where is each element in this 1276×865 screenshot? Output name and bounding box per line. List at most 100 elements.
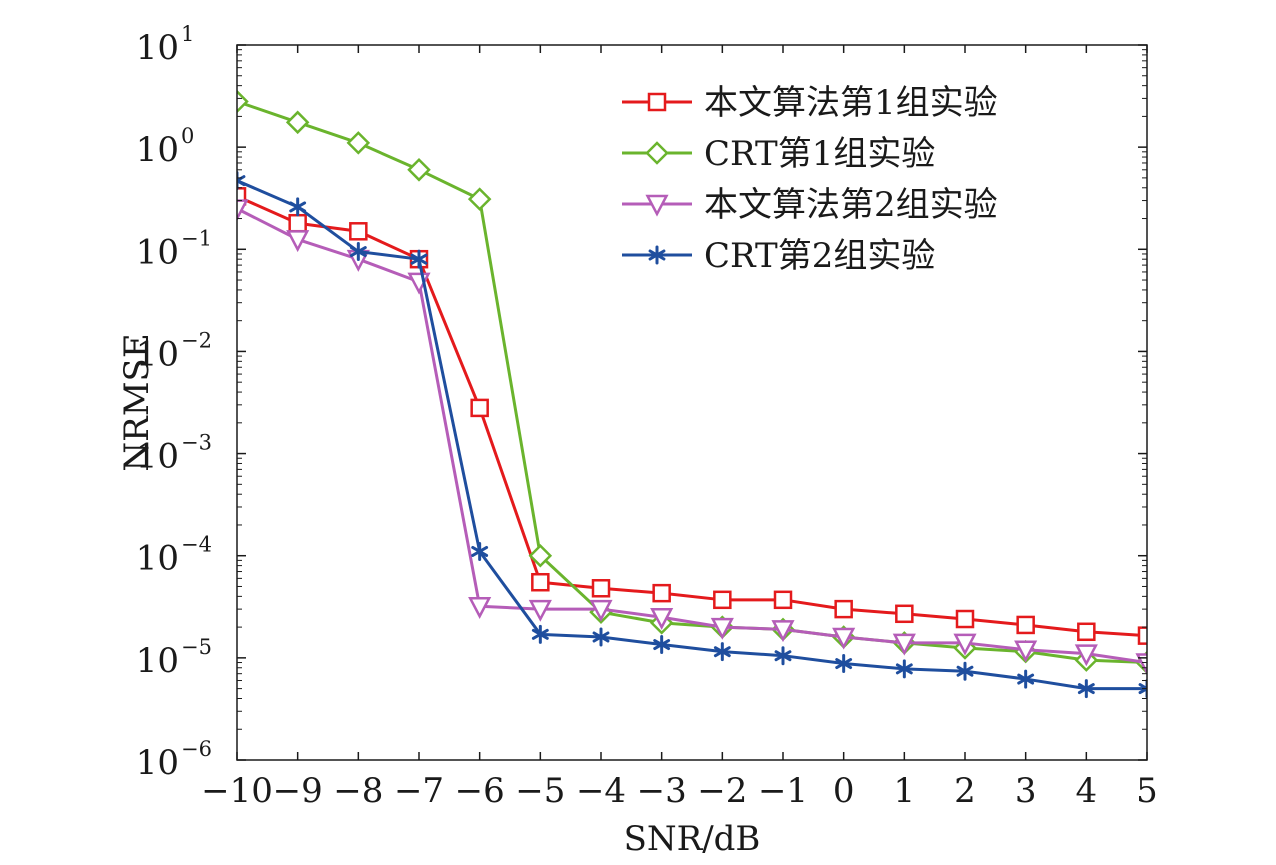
x-tick-label: −10 [201, 771, 273, 811]
data-point [1077, 679, 1095, 699]
data-point [1016, 615, 1035, 635]
data-point [653, 635, 671, 655]
asterisk-stroke [713, 646, 731, 658]
data-point [237, 199, 249, 222]
x-tick-label: −8 [333, 771, 383, 811]
series-4 [237, 171, 1147, 699]
y-tick-label: 10 −3 [136, 431, 212, 477]
y-tick-base: 10 [136, 641, 179, 681]
legend-marker [647, 92, 667, 112]
y-tick-label: 10 −2 [136, 328, 212, 374]
data-point [589, 599, 613, 622]
data-point [956, 661, 974, 681]
series-line [237, 100, 1147, 665]
x-tick-label: −4 [576, 771, 626, 811]
asterisk-stroke [1017, 673, 1035, 685]
data-point [1074, 644, 1098, 667]
x-tick-label: 3 [1015, 771, 1037, 811]
data-point [1137, 626, 1147, 645]
data-point [773, 590, 793, 610]
series-2 [237, 89, 1147, 675]
legend-entry-1: 本文算法第1组实验 [622, 83, 998, 123]
plot-area [237, 89, 1147, 699]
data-point [835, 654, 853, 674]
data-point [1014, 640, 1038, 663]
data-point [288, 213, 307, 233]
series-3 [237, 199, 1147, 676]
y-tick-exponent: −1 [181, 226, 212, 250]
y-tick-base: 10 [136, 130, 179, 170]
data-point [349, 242, 367, 262]
data-point [470, 398, 489, 418]
x-tick-label: −7 [394, 771, 444, 811]
y-tick-base: 10 [136, 28, 179, 68]
legend-marker [645, 194, 669, 217]
x-tick-label: −5 [515, 771, 565, 811]
data-point [713, 642, 731, 662]
asterisk-stroke [237, 178, 246, 187]
y-tick-label: 10 −6 [136, 737, 212, 783]
y-tick-base: 10 [136, 539, 179, 579]
data-point [289, 197, 307, 217]
asterisk-stroke [835, 658, 853, 670]
data-point [471, 541, 489, 561]
asterisk-stroke [592, 631, 610, 643]
data-point [834, 599, 853, 619]
asterisk-stroke [653, 639, 671, 651]
x-tick-label: 5 [1136, 771, 1158, 811]
data-point [713, 590, 732, 610]
asterisk-stroke [531, 628, 549, 640]
y-tick-exponent: 0 [181, 124, 194, 148]
data-point [528, 543, 553, 568]
data-point [892, 633, 916, 656]
y-tick-exponent: −4 [181, 533, 212, 557]
asterisk-stroke [895, 663, 913, 675]
data-point [953, 633, 977, 656]
legend-marker [645, 141, 669, 165]
x-tick-label: 2 [954, 771, 976, 811]
series-1 [237, 187, 1147, 645]
x-tick-label: −6 [455, 771, 505, 811]
x-tick-label: −9 [273, 771, 323, 811]
data-point [652, 583, 671, 603]
x-tick-label: −2 [697, 771, 747, 811]
x-tick-label: −3 [637, 771, 687, 811]
y-tick-exponent: −6 [181, 737, 212, 761]
data-point [531, 572, 550, 592]
data-point [710, 617, 734, 640]
data-point [591, 579, 611, 598]
x-tick-label: 4 [1076, 771, 1098, 811]
y-tick-label: 10 −4 [136, 533, 212, 579]
data-point [286, 230, 310, 253]
data-point [895, 604, 914, 624]
legend-label: 本文算法第2组实验 [704, 185, 998, 225]
asterisk-stroke [956, 665, 974, 677]
data-point [237, 89, 249, 114]
data-point [410, 249, 428, 269]
y-tick-base: 10 [136, 232, 179, 272]
series-line [237, 179, 1147, 691]
y-tick-base: 10 [136, 743, 179, 783]
series-line [237, 194, 1147, 638]
data-point [468, 597, 492, 619]
y-tick-base: 10 [136, 334, 179, 374]
y-tick-exponent: −5 [181, 635, 212, 659]
asterisk-stroke [1138, 683, 1147, 691]
y-tick-label: 10 0 [136, 124, 195, 170]
data-point [531, 624, 549, 644]
data-point [407, 158, 431, 182]
y-tick-base: 10 [136, 437, 179, 477]
legend-entry-2: CRT第1组实验 [622, 134, 935, 174]
plot-frame [236, 44, 1148, 761]
data-point [1138, 679, 1147, 699]
data-point [650, 607, 674, 630]
y-tick-exponent: −2 [181, 328, 212, 352]
data-point [349, 222, 368, 241]
legend-marker [648, 245, 666, 265]
asterisk-stroke [1138, 686, 1147, 695]
asterisk-stroke [774, 650, 792, 662]
x-tick-label: −1 [758, 771, 808, 811]
